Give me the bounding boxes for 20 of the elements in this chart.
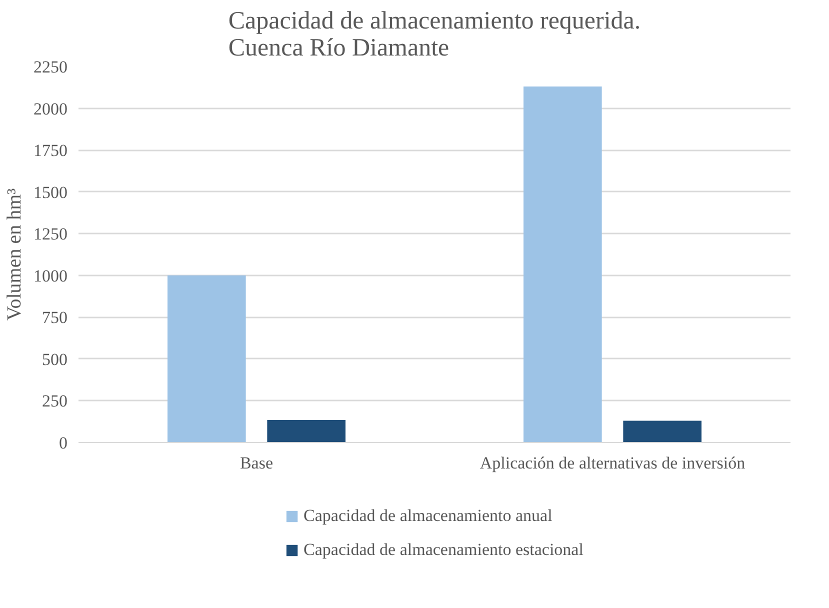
x-tick-label: Aplicación de alternativas de inversión <box>480 454 746 472</box>
y-tick-label: 250 <box>42 392 68 411</box>
chart-title: Capacidad de almacenamiento requerida. Cuenca Río Diamante <box>228 8 641 62</box>
y-tick-label: 1000 <box>34 266 68 286</box>
y-tick-label: 1500 <box>34 182 68 202</box>
bar <box>524 86 602 442</box>
y-tick-label: 1250 <box>34 224 68 244</box>
y-tick-label: 1750 <box>34 141 68 160</box>
y-axis-title: Volumen en hm³ <box>4 188 26 321</box>
y-tick-label: 2000 <box>34 99 68 118</box>
y-tick-label: 0 <box>59 434 68 452</box>
bar <box>623 420 702 442</box>
y-tick-label: 2250 <box>34 58 68 76</box>
y-tick-label: 500 <box>42 350 68 369</box>
bar <box>168 275 246 442</box>
legend-label: Capacidad de almacenamiento estacional <box>304 540 584 560</box>
bar <box>267 420 346 442</box>
x-tick-label: Base <box>240 454 274 472</box>
y-tick-label: 750 <box>42 308 68 328</box>
legend-label: Capacidad de almacenamiento anual <box>304 506 552 526</box>
